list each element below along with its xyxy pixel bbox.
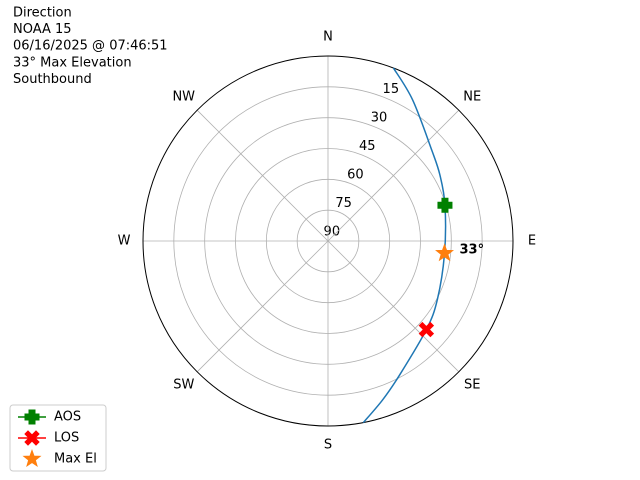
marker-x (418, 321, 435, 338)
title-line: Direction (13, 6, 72, 21)
grid-spoke (327, 240, 460, 373)
theta-tick-label: NW (172, 89, 195, 104)
title-line: NOAA 15 (13, 22, 72, 37)
title-line: Southbound (13, 72, 92, 87)
legend-label: Max El (54, 452, 97, 467)
r-tick-label: 15 (383, 82, 400, 97)
theta-tick-label: E (528, 234, 536, 249)
marker-plus (24, 409, 40, 425)
legend-label: LOS (54, 431, 79, 446)
legend-label: AOS (54, 410, 81, 425)
title-line: 06/16/2025 @ 07:46:51 (13, 39, 168, 54)
theta-tick-label: S (324, 438, 332, 453)
title-line: 33° Max Elevation (13, 55, 132, 70)
grid-spoke (196, 109, 329, 242)
marker-star (435, 243, 455, 262)
marker-x (24, 430, 40, 446)
r-tick-label: 45 (359, 139, 376, 154)
grid-spoke (196, 240, 329, 373)
grid-spoke (327, 109, 460, 242)
theta-tick-label: N (323, 30, 333, 45)
polar-frame (142, 55, 514, 427)
theta-tick-label: W (118, 234, 131, 249)
theta-tick-label: NE (463, 89, 481, 104)
theta-tick-label: SE (464, 378, 480, 393)
marker-star (22, 449, 42, 468)
marker-plus (437, 197, 453, 213)
legend: AOS LOS Max El (9, 404, 107, 472)
theta-tick-label: SW (173, 378, 194, 393)
r-tick-label: 60 (347, 167, 364, 182)
r-tick-label: 30 (371, 110, 388, 125)
r-tick-label: 75 (335, 196, 352, 211)
data-label: 33° (460, 243, 485, 258)
